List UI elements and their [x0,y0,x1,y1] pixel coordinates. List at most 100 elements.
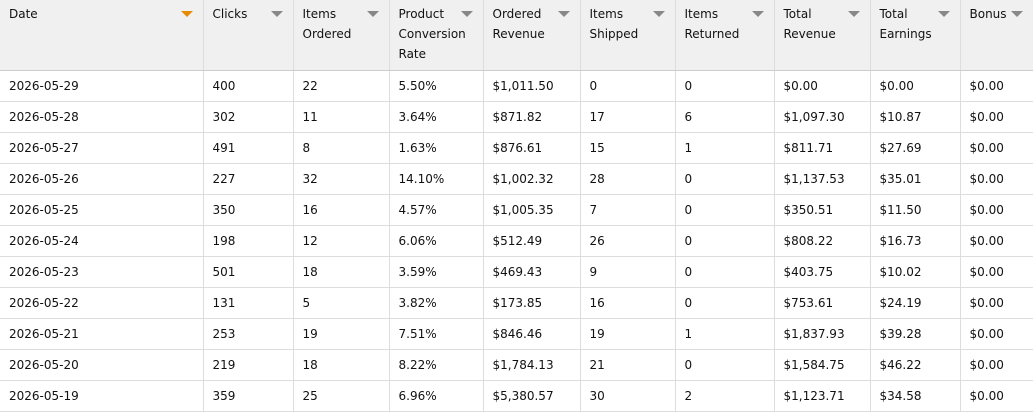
table-cell: 2026-05-29 [0,70,204,102]
table-cell: $16.73 [870,225,961,257]
table-cell: $11.50 [870,194,961,226]
table-cell: 6 [675,101,775,133]
sort-arrow[interactable] [751,11,764,17]
sort-arrow[interactable] [652,11,665,17]
table-cell: $10.87 [870,101,961,133]
table-row: 2026-05-24 198 12 6.06% $512.49 26 0 $808.22 $16… [0,225,1033,257]
column-title: Clicks [212,7,248,21]
sort-arrow[interactable] [366,11,379,17]
table-cell: $0.00 [960,163,1033,195]
table-cell: $5,380.57 [483,380,581,412]
table-cell: 2026-05-23 [0,256,204,288]
column-header[interactable]: Bonus [960,0,1033,71]
table-cell: $350.51 [774,194,871,226]
table-cell: 359 [203,380,294,412]
table-cell: 198 [203,225,294,257]
table-cell: 2026-05-20 [0,349,204,381]
table-cell: $0.00 [960,132,1033,164]
table-row: 2026-05-25 350 16 4.57% $1,005.35 7 0 $350.51 $1… [0,194,1033,226]
table-cell: $753.61 [774,287,871,319]
sort-arrow[interactable] [847,11,860,17]
table-cell: 8.22% [389,349,484,381]
table-cell: 26 [580,225,676,257]
column-title: Total Revenue [783,7,836,41]
sort-arrow[interactable] [937,11,950,17]
table-cell: 28 [580,163,676,195]
table-cell: 400 [203,70,294,102]
sort-arrow[interactable] [180,11,193,17]
table-cell: 9 [580,256,676,288]
table-cell: 18 [293,256,390,288]
table-cell: $403.75 [774,256,871,288]
sort-arrow[interactable] [270,11,283,17]
column-header[interactable]: Total Revenue [774,0,871,71]
table-body: 2026-05-29 400 22 5.50% $1,011.50 0 0 $0.00 $0.0… [0,70,1033,412]
table-cell: 8 [293,132,390,164]
column-header[interactable]: Clicks [203,0,294,71]
table-cell: 219 [203,349,294,381]
sort-arrow[interactable] [1010,11,1023,17]
table-cell: $1,123.71 [774,380,871,412]
table-cell: 2026-05-24 [0,225,204,257]
table-cell: $846.46 [483,318,581,350]
table-row: 2026-05-27 491 8 1.63% $876.61 15 1 $811.71 $27.… [0,132,1033,164]
column-title: Items Ordered [302,7,352,41]
table-row: 2026-05-29 400 22 5.50% $1,011.50 0 0 $0.00 $0.0… [0,70,1033,102]
table-cell: 2026-05-26 [0,163,204,195]
table-row: 2026-05-20 219 18 8.22% $1,784.13 21 0 $1,584.7… [0,349,1033,381]
table-cell: 0 [675,70,775,102]
column-header[interactable]: Ordered Revenue [483,0,581,71]
sort-arrow[interactable] [557,11,570,17]
table-cell: $0.00 [960,101,1033,133]
table-cell: 19 [293,318,390,350]
table-cell: 0 [580,70,676,102]
table-cell: 2026-05-28 [0,101,204,133]
column-header[interactable]: Items Shipped [580,0,676,71]
column-title: Total Earnings [879,7,932,41]
table-cell: $0.00 [870,70,961,102]
column-header[interactable]: Items Returned [675,0,775,71]
table-cell: $811.71 [774,132,871,164]
table-cell: 491 [203,132,294,164]
table-cell: 2026-05-27 [0,132,204,164]
table-row: 2026-05-19 359 25 6.96% $5,380.57 30 2 $1,123.7… [0,380,1033,412]
table-cell: $0.00 [960,70,1033,102]
table-cell: 15 [580,132,676,164]
table-cell: 2026-05-22 [0,287,204,319]
table-cell: 12 [293,225,390,257]
table-cell: 2026-05-21 [0,318,204,350]
table-cell: 22 [293,70,390,102]
table-cell: $1,837.93 [774,318,871,350]
table-cell: 2026-05-19 [0,380,204,412]
table-cell: 32 [293,163,390,195]
column-header[interactable]: Items Ordered [293,0,390,71]
table-cell: $0.00 [960,225,1033,257]
table-cell: 18 [293,349,390,381]
column-header[interactable]: Product Conversion Rate [389,0,484,71]
table-cell: 1 [675,132,775,164]
table-cell: 1 [675,318,775,350]
table-cell: $10.02 [870,256,961,288]
table-cell: $1,097.30 [774,101,871,133]
table-cell: $512.49 [483,225,581,257]
table-cell: 21 [580,349,676,381]
table-cell: $808.22 [774,225,871,257]
table-row: 2026-05-22 131 5 3.82% $173.85 16 0 $753.61 $24.… [0,287,1033,319]
table-cell: $0.00 [960,194,1033,226]
table-cell: 4.57% [389,194,484,226]
column-header[interactable]: Total Earnings [870,0,961,71]
column-title: Date [9,7,38,21]
table-cell: $39.28 [870,318,961,350]
table-cell: 3.64% [389,101,484,133]
table-cell: 16 [580,287,676,319]
table-row: 2026-05-26 227 32 14.10% $1,002.32 28 0 $1,137.… [0,163,1033,195]
table-cell: $871.82 [483,101,581,133]
column-header[interactable]: Date [0,0,204,71]
table-cell: $46.22 [870,349,961,381]
table-row: 2026-05-28 302 11 3.64% $871.82 17 6 $1,097.30 $… [0,101,1033,133]
column-title: Items Returned [684,7,740,41]
sort-arrow[interactable] [460,11,473,17]
table-cell: 501 [203,256,294,288]
